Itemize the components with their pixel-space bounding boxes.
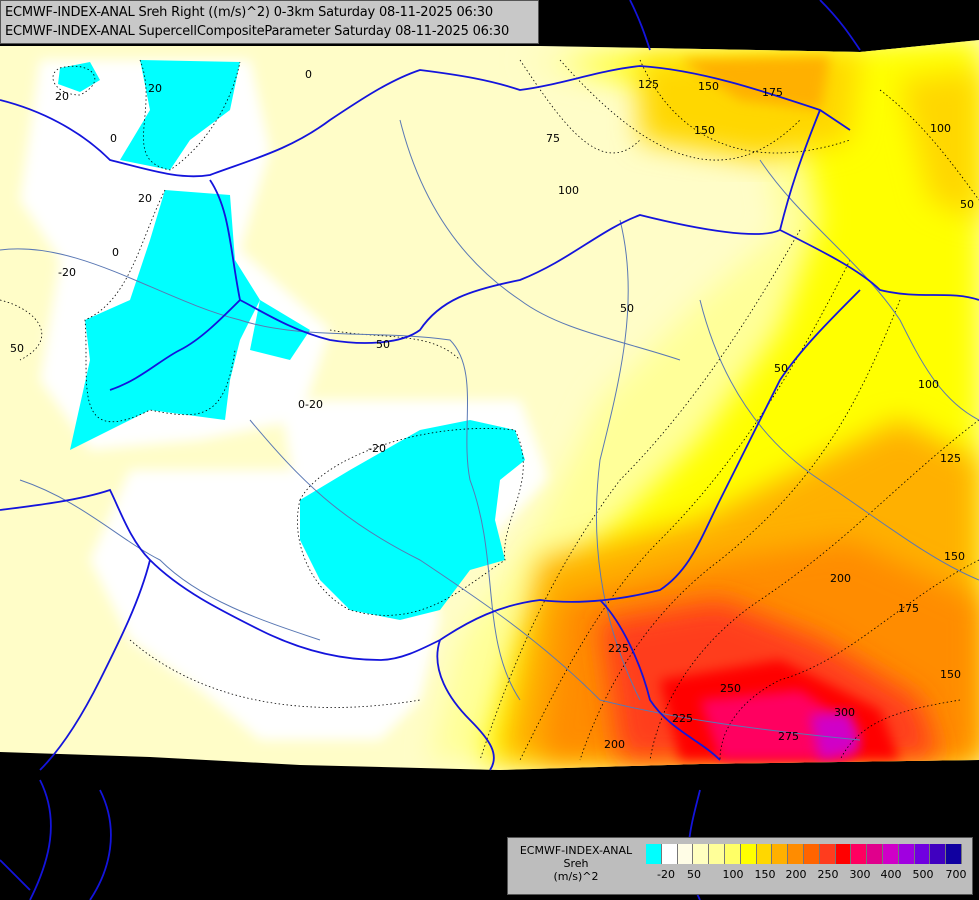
legend-tick-label: 400 (880, 868, 902, 881)
legend-swatch (772, 844, 789, 864)
contour-label: 50 (960, 198, 974, 211)
contour-label: 225 (608, 642, 629, 655)
legend-swatch (740, 844, 757, 864)
legend-swatch (756, 844, 773, 864)
contour-label: 175 (898, 602, 919, 615)
legend-swatch (946, 844, 962, 864)
rivers (0, 119, 979, 741)
contour-label: 0 (298, 398, 305, 411)
contour-label: 150 (698, 80, 719, 93)
legend-swatch (788, 844, 804, 864)
contour-label: 75 (546, 132, 560, 145)
legend-tick-label: 150 (754, 868, 776, 881)
legend-swatch (882, 844, 899, 864)
contour-label: 0 (305, 68, 312, 81)
contour-label: 50 (10, 342, 24, 355)
contour-label: -20 (368, 442, 386, 455)
legend-variable: Sreh (563, 857, 589, 870)
contour-label: 20 (148, 82, 162, 95)
legend-swatch (898, 844, 915, 864)
contour-label: 275 (778, 730, 799, 743)
legend-swatch (693, 844, 710, 864)
contour-label: 250 (720, 682, 741, 695)
contour-label: 0 (110, 132, 117, 145)
legend-tick-label: 500 (912, 868, 934, 881)
contour-label: 150 (944, 550, 965, 563)
legend-ticks: -20 50 100 150 200 250 300 400 500 700 (646, 868, 976, 884)
legend-swatch (819, 844, 836, 864)
legend-tick-label: 100 (722, 868, 744, 881)
contour-label: 150 (694, 124, 715, 137)
legend-swatch (677, 844, 694, 864)
legend-swatch (709, 844, 725, 864)
contour-label: 100 (558, 184, 579, 197)
legend-model: ECMWF-INDEX-ANAL (519, 844, 633, 857)
contour-label: 225 (672, 712, 693, 725)
legend-swatch (646, 844, 662, 864)
legend-tick-label: 700 (945, 868, 967, 881)
legend-swatch (835, 844, 852, 864)
contour-label: 200 (830, 572, 851, 585)
legend-tick-label: -20 (657, 868, 675, 881)
legend-swatches (646, 844, 962, 864)
legend-title: ECMWF-INDEX-ANAL Sreh (m/s)^2 (510, 844, 642, 883)
legend-tick-label: 50 (687, 868, 701, 881)
color-legend: ECMWF-INDEX-ANAL Sreh (m/s)^2 -20 50 100 15… (507, 837, 973, 895)
legend-unit: (m/s)^2 (553, 870, 599, 883)
contour-label: -20 (58, 266, 76, 279)
contour-label: 175 (762, 86, 783, 99)
legend-swatch (661, 844, 678, 864)
legend-tick-label: 250 (817, 868, 839, 881)
legend-swatch (724, 844, 741, 864)
legend-swatch (930, 844, 947, 864)
title-box: ECMWF-INDEX-ANAL Sreh Right ((m/s)^2) 0-… (0, 0, 539, 44)
map-title-line-2: ECMWF-INDEX-ANAL SupercellCompositeParam… (5, 24, 510, 39)
contour-lines (0, 59, 979, 761)
legend-swatch (851, 844, 868, 864)
contour-label: 150 (940, 668, 961, 681)
contour-label: 20 (138, 192, 152, 205)
contour-label: 125 (940, 452, 961, 465)
contour-label: 125 (638, 78, 659, 91)
contour-label: 50 (620, 302, 634, 315)
contour-label: 20 (55, 90, 69, 103)
contour-label: -20 (305, 398, 323, 411)
contour-label: 0 (112, 246, 119, 259)
legend-tick-label: 300 (849, 868, 871, 881)
legend-swatch (867, 844, 883, 864)
legend-tick-label: 200 (785, 868, 807, 881)
contour-label: 100 (930, 122, 951, 135)
map-title-line-1: ECMWF-INDEX-ANAL Sreh Right ((m/s)^2) 0-… (5, 5, 493, 20)
contour-label: 100 (918, 378, 939, 391)
contour-label: 50 (376, 338, 390, 351)
contour-label: 50 (774, 362, 788, 375)
legend-swatch (914, 844, 931, 864)
contour-label: 200 (604, 738, 625, 751)
contour-label: 300 (834, 706, 855, 719)
contour-label-group: 20 20 0 20 0 -20 -20 50 0 -20 50 0 75 10… (10, 68, 974, 751)
legend-swatch (803, 844, 820, 864)
